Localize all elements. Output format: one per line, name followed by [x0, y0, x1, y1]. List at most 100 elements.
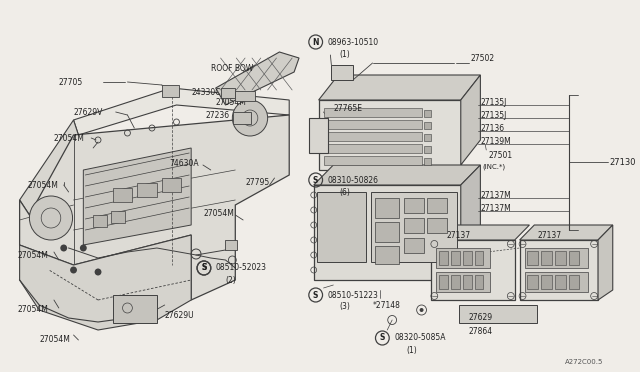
Text: 27765E: 27765E [333, 103, 362, 112]
Text: 27054M: 27054M [54, 134, 84, 142]
Polygon shape [83, 148, 191, 245]
Text: 08510-51223: 08510-51223 [328, 291, 378, 299]
Bar [474, 275, 483, 289]
Bar [374, 222, 399, 242]
Bar [111, 211, 125, 223]
Bar [520, 240, 598, 300]
Text: 27795: 27795 [245, 177, 269, 186]
Circle shape [420, 308, 424, 312]
Text: 27130: 27130 [610, 157, 636, 167]
Bar [225, 240, 237, 250]
Bar [451, 275, 460, 289]
Circle shape [95, 269, 102, 276]
Text: 27137M: 27137M [481, 203, 511, 212]
Text: 27502: 27502 [470, 54, 495, 62]
Text: 08963-10510: 08963-10510 [328, 38, 379, 46]
Polygon shape [431, 225, 529, 240]
Bar [324, 120, 422, 129]
Bar [463, 251, 472, 265]
Bar [317, 192, 365, 262]
Text: N: N [312, 38, 319, 46]
Text: (3): (3) [339, 302, 350, 311]
Text: 27054M: 27054M [216, 97, 246, 106]
Text: S: S [201, 263, 207, 273]
Polygon shape [20, 115, 289, 300]
Text: (INC.*): (INC.*) [483, 164, 506, 170]
Bar [113, 188, 132, 202]
Polygon shape [461, 75, 481, 165]
Text: (1): (1) [339, 49, 350, 58]
Bar [451, 251, 460, 265]
Text: 27137: 27137 [537, 231, 561, 240]
Bar [424, 122, 431, 129]
Text: 27054M: 27054M [39, 336, 70, 344]
Bar [371, 192, 457, 262]
Text: A272C00.5: A272C00.5 [564, 359, 603, 365]
Polygon shape [20, 120, 79, 215]
Bar [424, 110, 431, 117]
Polygon shape [314, 165, 481, 185]
Text: 27501: 27501 [488, 151, 513, 160]
Circle shape [80, 244, 87, 251]
Polygon shape [520, 225, 612, 240]
Text: 24330C: 24330C [191, 87, 221, 96]
Bar [431, 240, 515, 300]
Bar [404, 238, 424, 253]
Bar [436, 272, 490, 292]
Text: *27148: *27148 [372, 301, 401, 310]
Bar [424, 146, 431, 153]
Text: 27864: 27864 [468, 327, 493, 337]
Polygon shape [461, 165, 481, 280]
Text: 27136: 27136 [481, 124, 504, 132]
Bar [324, 108, 422, 117]
Bar [319, 100, 461, 170]
Text: 74630A: 74630A [170, 158, 199, 167]
Bar [314, 185, 461, 280]
Text: 27705: 27705 [59, 77, 83, 87]
Polygon shape [216, 52, 299, 105]
Text: 08510-52023: 08510-52023 [216, 263, 267, 273]
Text: S: S [313, 176, 318, 185]
Bar [137, 183, 157, 197]
Bar [439, 251, 448, 265]
Bar [332, 65, 353, 80]
Bar [541, 251, 552, 265]
Bar [234, 112, 251, 124]
Circle shape [232, 100, 268, 136]
Text: S: S [201, 263, 207, 273]
Bar [424, 158, 431, 165]
Bar [374, 198, 399, 218]
Bar [93, 215, 107, 227]
Text: (2): (2) [225, 276, 236, 285]
Bar [404, 198, 424, 213]
Text: 08320-5085A: 08320-5085A [394, 334, 445, 343]
Polygon shape [319, 75, 481, 100]
Circle shape [70, 266, 77, 273]
Text: 27629: 27629 [468, 314, 493, 323]
Bar [555, 251, 566, 265]
Text: ROOF BOW: ROOF BOW [211, 64, 253, 73]
Text: 27236: 27236 [206, 110, 230, 119]
Text: 27139M: 27139M [481, 137, 511, 145]
Text: 27629V: 27629V [74, 108, 103, 116]
Text: 27054M: 27054M [18, 250, 49, 260]
Polygon shape [598, 225, 612, 300]
Polygon shape [74, 88, 289, 135]
Bar [555, 275, 566, 289]
Bar [324, 156, 422, 165]
Bar [568, 251, 579, 265]
Text: (1): (1) [406, 346, 417, 355]
Bar [428, 218, 447, 233]
Text: (6): (6) [339, 187, 350, 196]
Circle shape [29, 196, 72, 240]
Polygon shape [20, 235, 191, 330]
Bar [436, 248, 490, 268]
Text: 27054M: 27054M [18, 305, 49, 314]
Bar [525, 272, 588, 292]
Text: S: S [313, 291, 318, 299]
Circle shape [60, 244, 67, 251]
Bar [541, 275, 552, 289]
Bar [568, 275, 579, 289]
Text: 27137: 27137 [446, 231, 470, 240]
Text: 27135J: 27135J [481, 110, 507, 119]
